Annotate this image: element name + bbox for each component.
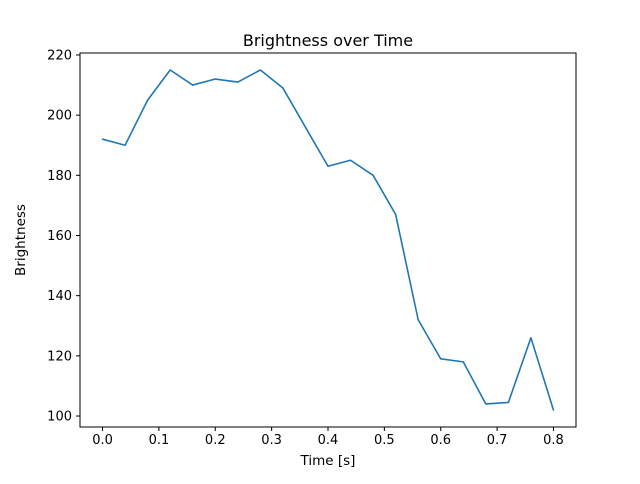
y-tick-label: 180 [47,169,72,184]
y-tick-label: 160 [47,229,72,244]
y-axis-label: Brightness [13,204,29,276]
y-tick-label: 120 [47,349,72,364]
plot-area: 0.0 0.1 0.2 0.3 0.4 0.5 0.6 0.7 0.8 100 120 140 160 1… [47,48,577,448]
y-tick-label: 100 [47,410,72,425]
chart-title: Brightness over Time [243,31,413,50]
y-tick-label: 200 [47,109,72,124]
x-tick-label: 0.0 [92,433,113,448]
x-tick-label: 0.1 [149,433,170,448]
x-tick-label: 0.6 [430,433,451,448]
x-tick-label: 0.3 [261,433,282,448]
y-tick-label: 220 [47,48,72,63]
x-tick-label: 0.7 [487,433,508,448]
x-tick-label: 0.2 [205,433,226,448]
series-line [101,69,555,411]
plot-border [79,52,577,428]
x-tick-label: 0.5 [374,433,395,448]
x-axis-label: Time [s] [300,453,356,469]
y-tick-label: 140 [47,289,72,304]
x-tick-label: 0.4 [318,433,339,448]
x-tick-label: 0.8 [543,433,564,448]
